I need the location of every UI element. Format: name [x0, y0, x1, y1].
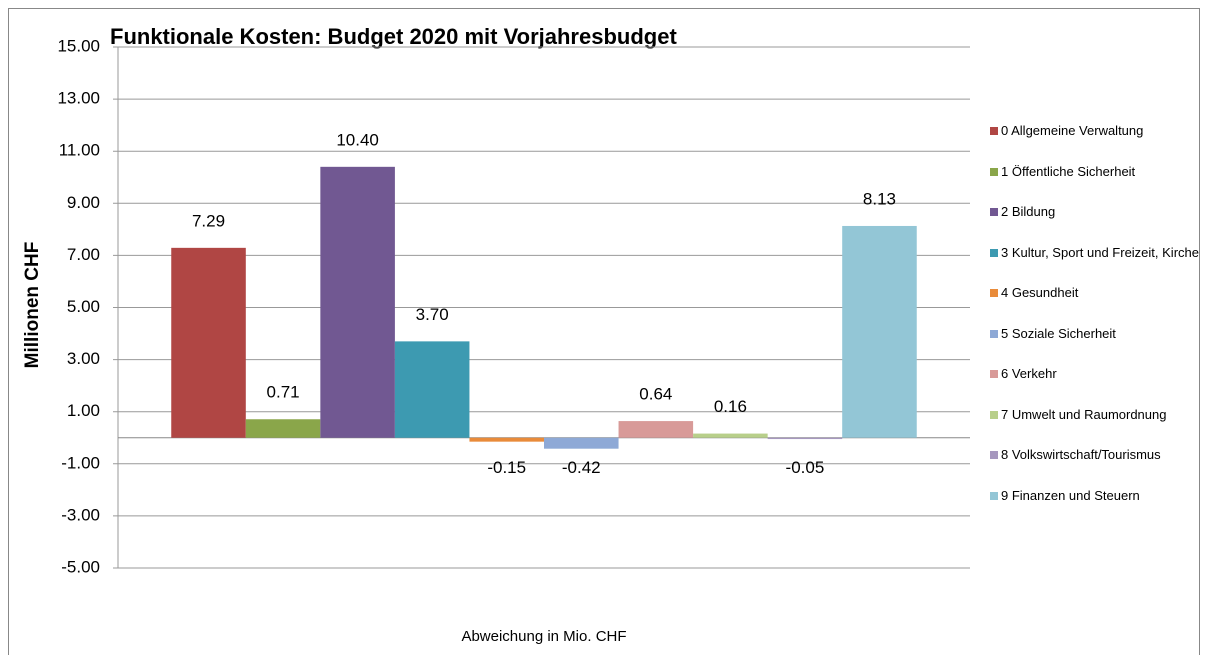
legend-item: 6 Verkehr	[990, 364, 1200, 384]
legend-label: 4 Gesundheit	[1001, 285, 1079, 300]
legend-item: 3 Kultur, Sport und Freizeit, Kirche	[990, 243, 1200, 263]
y-tick-label: -3.00	[61, 505, 100, 524]
y-tick-label: 9.00	[67, 193, 100, 212]
legend-swatch	[990, 329, 998, 338]
value-label: -0.15	[487, 458, 526, 477]
legend-item: 7 Umwelt und Raumordnung	[990, 405, 1200, 425]
legend-label: 5 Soziale Sicherheit	[1001, 325, 1116, 341]
legend-item: 4 Gesundheit	[990, 283, 1200, 303]
bar	[693, 433, 768, 438]
legend-label: 9 Finanzen und Steuern	[1001, 487, 1140, 503]
bar	[618, 421, 694, 438]
legend-label: 8 Volkswirtschaft/Tourismus	[1001, 447, 1161, 462]
legend-swatch	[990, 491, 998, 500]
chart-title: Funktionale Kosten: Budget 2020 mit Vorj…	[110, 24, 677, 49]
legend-label: 2 Bildung	[1001, 204, 1056, 219]
bar	[245, 419, 321, 438]
x-tick-label: Abweichung in Mio. CHF	[461, 628, 626, 645]
bar	[842, 225, 917, 438]
bar	[171, 247, 246, 438]
y-tick-label: -5.00	[61, 557, 100, 576]
legend-swatch	[990, 410, 998, 419]
legend-item: 0 Allgemeine Verwaltung	[990, 121, 1200, 141]
bar	[394, 341, 470, 438]
y-tick-label: 5.00	[67, 297, 100, 316]
y-axis-title: Millionen CHF	[22, 242, 43, 369]
value-label: 0.16	[714, 397, 747, 416]
legend-swatch	[990, 208, 998, 216]
legend-label: 7 Umwelt und Raumordnung	[1001, 406, 1167, 422]
legend-swatch	[990, 167, 998, 176]
y-tick-label: 7.00	[67, 245, 100, 264]
legend-swatch	[990, 370, 998, 378]
value-label: 3.70	[416, 305, 449, 324]
y-tick-label: 13.00	[57, 89, 100, 108]
legend-item: 8 Volkswirtschaft/Tourismus	[990, 445, 1200, 465]
value-label: 10.40	[336, 130, 379, 149]
legend-item: 2 Bildung	[990, 202, 1200, 222]
y-tick-label: 3.00	[67, 349, 100, 368]
y-tick-label: 11.00	[59, 141, 100, 160]
value-label: 0.64	[639, 385, 672, 404]
value-label: 0.71	[267, 383, 300, 402]
y-tick-label: -1.00	[61, 453, 100, 472]
legend-swatch	[990, 248, 998, 257]
value-label: -0.42	[562, 458, 601, 477]
bar	[469, 437, 544, 442]
legend-label: 6 Verkehr	[1001, 366, 1057, 381]
legend-swatch	[990, 127, 998, 135]
legend-label: 0 Allgemeine Verwaltung	[1001, 123, 1144, 138]
legend-item: 1 Öffentliche Sicherheit	[990, 162, 1200, 182]
legend-swatch	[990, 289, 998, 297]
value-label: -0.05	[786, 458, 825, 477]
legend-swatch	[990, 451, 998, 459]
legend-label: 3 Kultur, Sport und Freizeit, Kirche	[1001, 244, 1199, 260]
legend-label: 1 Öffentliche Sicherheit	[1001, 163, 1136, 179]
chart-frame	[8, 8, 1200, 655]
bar	[767, 437, 843, 440]
legend-item: 5 Soziale Sicherheit	[990, 324, 1200, 344]
value-label: 8.13	[863, 189, 896, 208]
legend-item: 9 Finanzen und Steuern	[990, 486, 1200, 506]
bar	[320, 166, 395, 438]
y-tick-label: 1.00	[67, 401, 100, 420]
y-tick-label: 15.00	[57, 36, 100, 55]
bar	[544, 437, 619, 449]
value-label: 7.29	[192, 211, 225, 230]
